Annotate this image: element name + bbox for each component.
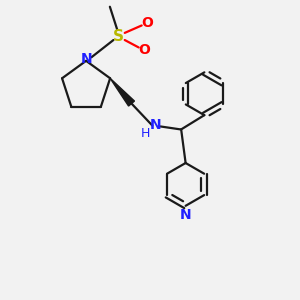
Polygon shape <box>110 78 134 106</box>
Text: N: N <box>149 118 161 132</box>
Text: S: S <box>113 29 124 44</box>
Text: O: O <box>138 43 150 57</box>
Text: N: N <box>180 208 191 222</box>
Text: N: N <box>81 52 92 66</box>
Text: O: O <box>141 16 153 30</box>
Text: H: H <box>141 127 150 140</box>
